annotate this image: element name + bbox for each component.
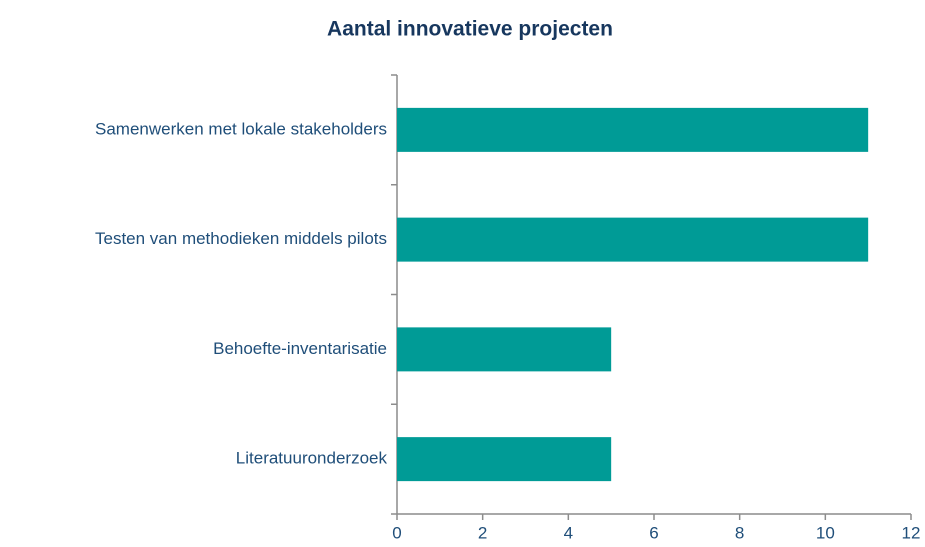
bar <box>397 437 612 482</box>
bar <box>397 217 869 262</box>
x-tick-label: 0 <box>392 523 401 542</box>
x-tick-label: 8 <box>735 523 744 542</box>
y-tick-label: Behoefte-inventarisatie <box>213 339 387 358</box>
x-tick-label: 10 <box>816 523 835 542</box>
x-tick-label: 6 <box>649 523 658 542</box>
x-tick-label: 2 <box>478 523 487 542</box>
x-tick-label: 4 <box>564 523 573 542</box>
y-tick-label: Samenwerken met lokale stakeholders <box>95 119 387 138</box>
bar <box>397 107 869 152</box>
chart-title: Aantal innovatieve projecten <box>327 18 613 41</box>
y-tick-label: Testen van methodieken middels pilots <box>95 229 387 248</box>
y-tick-label: Literatuuronderzoek <box>236 449 388 468</box>
x-tick-label: 12 <box>902 523 921 542</box>
bar <box>397 327 612 372</box>
